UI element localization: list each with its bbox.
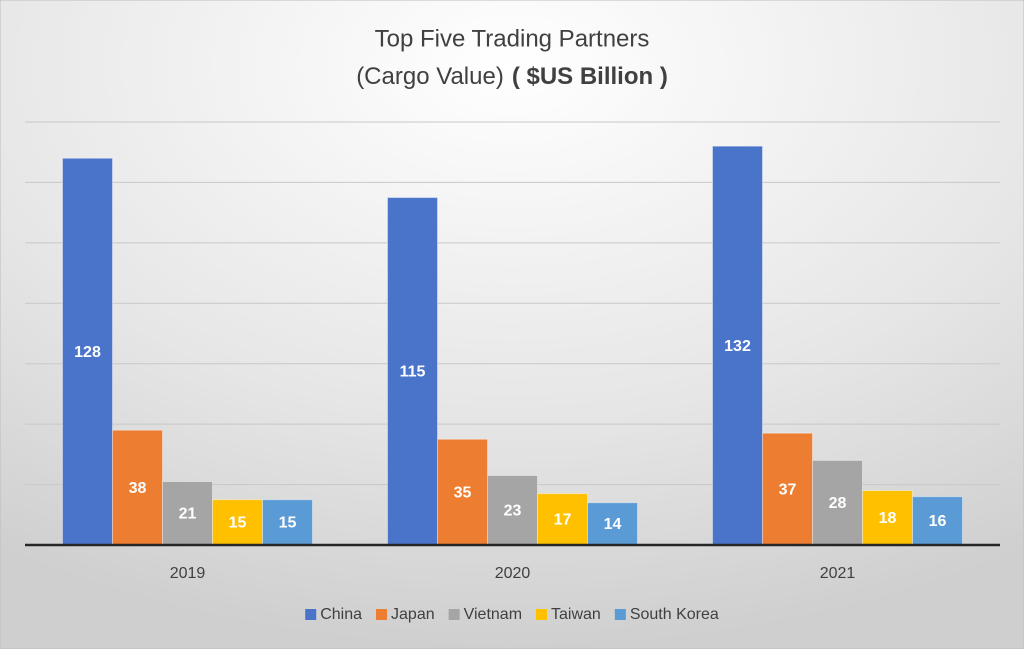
- data-label: 15: [229, 515, 247, 532]
- data-label: 37: [779, 481, 797, 498]
- legend-swatch: [536, 609, 548, 620]
- data-label: 16: [929, 513, 947, 530]
- legend-label: Taiwan: [551, 606, 601, 623]
- data-label: 132: [724, 338, 751, 355]
- legend-swatch: [305, 609, 317, 620]
- x-tick-label: 2020: [495, 565, 531, 582]
- data-label: 15: [279, 515, 297, 532]
- subtitle: (Cargo Value): [356, 63, 504, 90]
- bar: [912, 496, 963, 546]
- data-label: 23: [504, 502, 522, 519]
- chart-subtitle-line: (Cargo Value) ( $US Billion ): [356, 63, 668, 90]
- unit-label: ( $US Billion ): [512, 63, 668, 90]
- bar: [387, 197, 438, 546]
- data-label: 17: [554, 512, 572, 529]
- x-tick-label: 2021: [820, 565, 856, 582]
- data-label: 18: [879, 510, 897, 527]
- data-label: 28: [829, 495, 847, 512]
- bar: [587, 502, 638, 546]
- legend-swatch: [448, 609, 460, 620]
- bar: [437, 438, 488, 546]
- data-label: 35: [454, 484, 472, 501]
- bar: [712, 145, 763, 546]
- legend-label: Japan: [391, 606, 435, 623]
- legend-label: China: [320, 606, 362, 623]
- legend: China Japan Vietnam Taiwan South Korea: [305, 606, 719, 623]
- legend-swatch: [614, 609, 626, 620]
- bar: [862, 490, 913, 546]
- legend-swatch: [376, 609, 388, 620]
- bar: [62, 157, 113, 546]
- data-label: 115: [400, 363, 426, 380]
- bar: [262, 499, 313, 546]
- data-label: 38: [129, 480, 147, 497]
- data-label: 21: [179, 505, 197, 522]
- data-label: 128: [74, 344, 101, 361]
- x-tick-label: 2019: [170, 565, 206, 582]
- bar: [112, 429, 163, 546]
- legend-label: Vietnam: [464, 606, 522, 623]
- bar: [762, 432, 813, 546]
- data-label: 14: [604, 516, 622, 533]
- legend-label: South Korea: [630, 606, 719, 623]
- chart-title: Top Five Trading Partners: [375, 25, 650, 52]
- bar: [487, 475, 538, 546]
